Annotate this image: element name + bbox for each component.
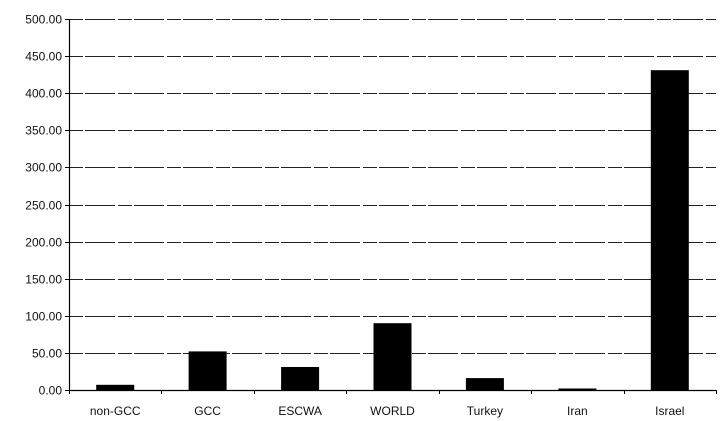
bars [96, 70, 689, 390]
x-tick-label: Israel [655, 404, 684, 418]
x-tick-label: Turkey [467, 404, 503, 418]
bar [650, 70, 689, 390]
gridlines [69, 19, 716, 354]
y-tick-label: 250.00 [25, 199, 62, 213]
x-tick-label: Iran [567, 404, 588, 418]
bar [558, 388, 597, 390]
y-tick-label: 200.00 [25, 236, 62, 250]
y-axis-ticks: 0.00 50.00 100.00 150.00 200.00 250.00 300.00 3… [25, 13, 62, 398]
bar [465, 378, 504, 390]
bar [281, 367, 320, 390]
x-tick-label: non-GCC [90, 404, 141, 418]
y-tick-label: 500.00 [25, 13, 62, 27]
y-tick-label: 350.00 [25, 124, 62, 138]
y-tick-label: 0.00 [39, 384, 63, 398]
bar [373, 323, 412, 390]
y-tick-label: 150.00 [25, 273, 62, 287]
x-tick-label: WORLD [370, 404, 415, 418]
x-tick-label: ESCWA [278, 404, 322, 418]
axes [65, 19, 717, 394]
y-tick-label: 50.00 [32, 347, 62, 361]
y-tick-label: 450.00 [25, 50, 62, 64]
x-tick-label: GCC [194, 404, 221, 418]
y-tick-label: 100.00 [25, 310, 62, 324]
bar [96, 384, 135, 390]
x-axis-labels: non-GCC GCC ESCWA WORLD Turkey Iran Israel [90, 404, 685, 418]
bar [188, 351, 227, 390]
y-tick-label: 400.00 [25, 87, 62, 101]
y-tick-label: 300.00 [25, 161, 62, 175]
